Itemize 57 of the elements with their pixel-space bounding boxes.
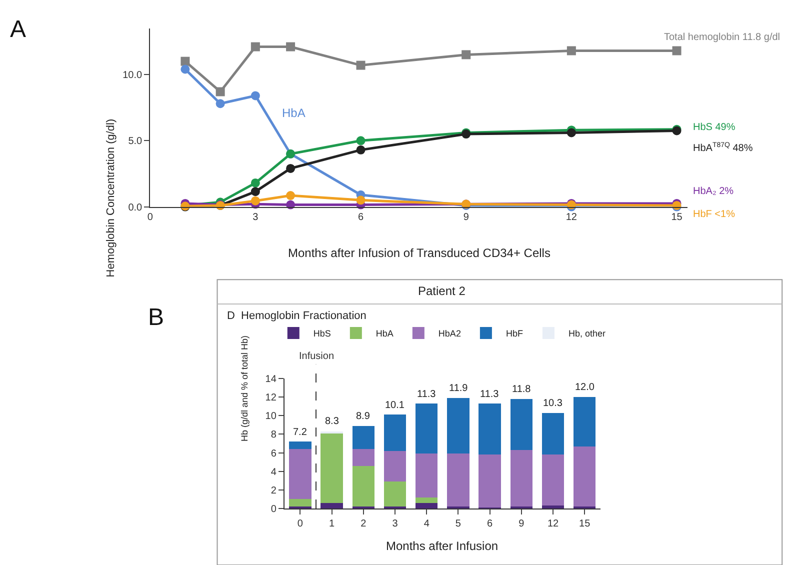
x-tick-label: 3 — [252, 212, 259, 223]
series-label: HbA — [282, 106, 306, 120]
x-axis-title: Months after Infusion — [386, 539, 498, 553]
total-label: 12.0 — [575, 382, 595, 393]
total-label: 10.3 — [543, 398, 563, 409]
x-axis-title: Months after Infusion of Transduced CD34+ Cells — [288, 246, 550, 260]
x-tick-label: 9 — [463, 212, 470, 223]
x-tick-label: 0 — [147, 212, 154, 223]
y-tick-label: 2 — [270, 485, 277, 496]
series-label: HbS 49% — [693, 122, 736, 133]
series-label: HbA₂ 2% — [693, 186, 734, 197]
y-tick-label: 5.0 — [128, 136, 143, 148]
chart-title: Patient 2 — [418, 284, 466, 298]
x-tick-label: 15 — [579, 518, 591, 530]
legend-label: HbS — [313, 328, 331, 338]
y-tick-label: 0 — [270, 504, 277, 515]
x-tick-label: 5 — [455, 518, 462, 530]
series-label: HbF <1% — [693, 209, 736, 220]
y-tick-label: 10 — [265, 411, 277, 422]
y-tick-label: 8 — [270, 430, 277, 441]
legend-label: HbA2 — [438, 328, 461, 338]
series-label: HbA$^{T87Q}$ 48% — [693, 142, 753, 154]
y-tick-label: 4 — [270, 466, 277, 478]
y-tick-label: 6 — [270, 448, 277, 460]
x-tick-label: 12 — [566, 212, 578, 223]
x-tick-label: 0 — [297, 518, 304, 530]
total-label: 8.3 — [325, 416, 340, 427]
total-label: 11.3 — [480, 389, 500, 400]
total-label: 10.1 — [385, 400, 405, 411]
total-label: 11.3 — [417, 389, 436, 400]
total-label: 8.9 — [356, 411, 370, 422]
total-label: 11.8 — [512, 384, 532, 395]
y-tick-label: 14 — [265, 374, 277, 386]
series-label: Total hemoglobin 11.8 g/dl — [664, 32, 780, 43]
y-tick-label: 10.0 — [122, 70, 143, 82]
x-tick-label: 2 — [360, 518, 367, 530]
chart-subtitle: D Hemoglobin Fractionation — [227, 310, 366, 322]
y-tick-label: 12 — [265, 392, 277, 404]
legend-label: HbA — [376, 328, 394, 338]
legend-label: HbF — [506, 328, 524, 338]
x-tick-label: 15 — [671, 212, 683, 223]
y-axis-title: Hemoglobin Concentration (g/dl) — [105, 118, 118, 278]
legend-label: Hb, other — [568, 328, 606, 338]
text: A — [10, 16, 26, 43]
x-tick-label: 6 — [487, 518, 494, 530]
y-axis-title: Hb (g/dl and % of total Hb) — [239, 335, 250, 442]
x-tick-label: 1 — [329, 518, 336, 530]
y-tick-label: 0.0 — [128, 202, 143, 214]
x-tick-label: 9 — [518, 518, 525, 530]
total-label: 7.2 — [293, 427, 308, 438]
text: B — [148, 304, 164, 331]
x-tick-label: 6 — [358, 212, 364, 223]
text: Infusion — [299, 351, 334, 362]
total-label: 11.9 — [449, 383, 468, 394]
x-tick-label: 12 — [547, 518, 559, 530]
x-tick-label: 4 — [424, 518, 430, 530]
x-tick-label: 3 — [392, 518, 398, 530]
